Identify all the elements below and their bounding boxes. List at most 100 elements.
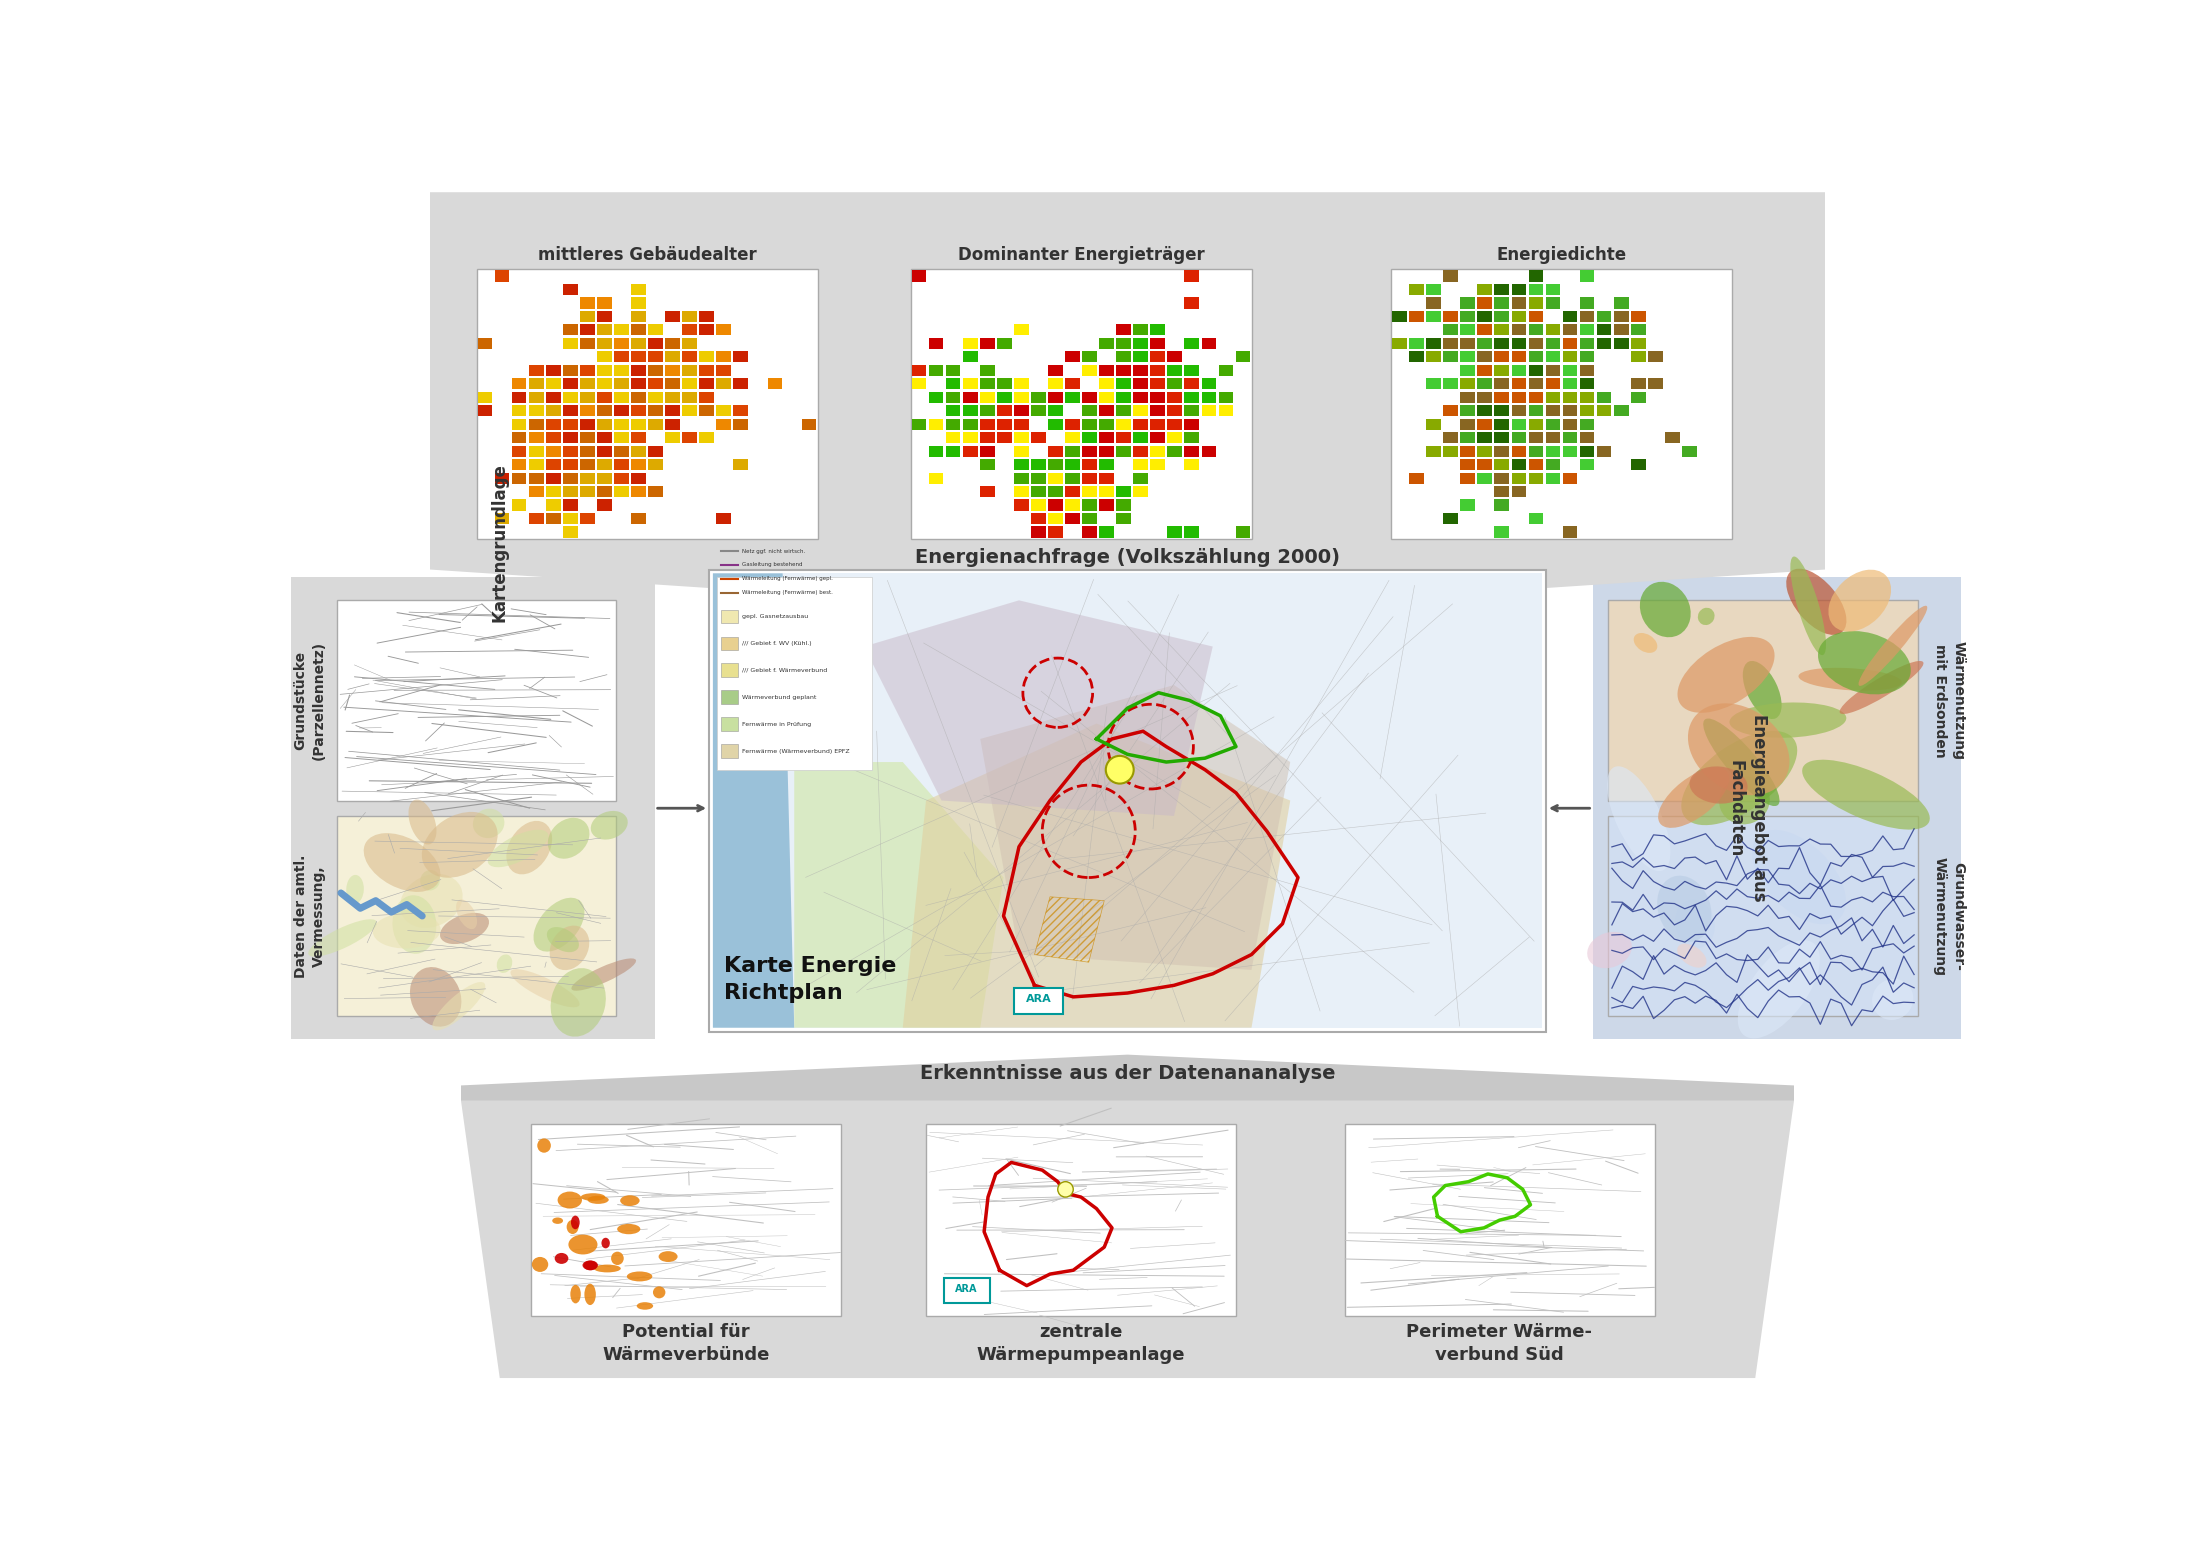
- Ellipse shape: [473, 808, 504, 838]
- Ellipse shape: [1674, 900, 1714, 948]
- FancyBboxPatch shape: [664, 311, 680, 322]
- FancyBboxPatch shape: [1014, 405, 1030, 416]
- FancyBboxPatch shape: [1511, 459, 1527, 470]
- Ellipse shape: [554, 1253, 568, 1264]
- FancyBboxPatch shape: [682, 364, 697, 375]
- FancyBboxPatch shape: [1580, 392, 1595, 403]
- Ellipse shape: [1729, 702, 1846, 738]
- FancyBboxPatch shape: [477, 338, 493, 349]
- FancyBboxPatch shape: [513, 419, 526, 430]
- FancyBboxPatch shape: [1032, 392, 1045, 403]
- FancyBboxPatch shape: [717, 324, 730, 335]
- FancyBboxPatch shape: [1410, 352, 1423, 363]
- FancyBboxPatch shape: [1047, 472, 1063, 484]
- FancyBboxPatch shape: [1494, 352, 1509, 363]
- Polygon shape: [713, 573, 794, 1028]
- Ellipse shape: [1586, 933, 1632, 968]
- FancyBboxPatch shape: [1443, 445, 1459, 456]
- FancyBboxPatch shape: [1014, 378, 1030, 389]
- FancyBboxPatch shape: [1461, 392, 1474, 403]
- FancyBboxPatch shape: [1100, 486, 1113, 497]
- FancyBboxPatch shape: [1184, 405, 1199, 416]
- Ellipse shape: [548, 926, 579, 953]
- FancyBboxPatch shape: [337, 601, 616, 800]
- FancyBboxPatch shape: [1168, 392, 1181, 403]
- FancyBboxPatch shape: [528, 486, 543, 497]
- Ellipse shape: [392, 895, 436, 954]
- FancyBboxPatch shape: [563, 324, 579, 335]
- Text: Karte Energie: Karte Energie: [724, 956, 898, 976]
- Ellipse shape: [627, 1272, 653, 1281]
- Ellipse shape: [497, 954, 513, 973]
- Ellipse shape: [1690, 766, 1747, 803]
- FancyBboxPatch shape: [1151, 378, 1166, 389]
- FancyBboxPatch shape: [997, 338, 1012, 349]
- FancyBboxPatch shape: [1478, 459, 1492, 470]
- FancyBboxPatch shape: [1410, 472, 1423, 484]
- FancyBboxPatch shape: [1065, 352, 1080, 363]
- FancyBboxPatch shape: [596, 445, 612, 456]
- FancyBboxPatch shape: [1461, 364, 1474, 375]
- FancyBboxPatch shape: [563, 378, 579, 389]
- FancyBboxPatch shape: [1426, 338, 1441, 349]
- Ellipse shape: [636, 1302, 653, 1309]
- FancyBboxPatch shape: [946, 433, 961, 444]
- FancyBboxPatch shape: [801, 419, 816, 430]
- FancyBboxPatch shape: [1236, 352, 1250, 363]
- FancyBboxPatch shape: [1461, 324, 1474, 335]
- Ellipse shape: [1606, 766, 1670, 870]
- FancyBboxPatch shape: [1597, 324, 1610, 335]
- FancyBboxPatch shape: [1494, 283, 1509, 294]
- FancyBboxPatch shape: [1547, 283, 1560, 294]
- FancyBboxPatch shape: [1133, 405, 1148, 416]
- Ellipse shape: [345, 875, 363, 903]
- Ellipse shape: [583, 1261, 598, 1271]
- FancyBboxPatch shape: [1133, 364, 1148, 375]
- FancyBboxPatch shape: [563, 392, 579, 403]
- FancyBboxPatch shape: [631, 486, 647, 497]
- Text: Fernwärme (Wärmeverbund) EPFZ: Fernwärme (Wärmeverbund) EPFZ: [741, 749, 849, 754]
- FancyBboxPatch shape: [1219, 392, 1234, 403]
- FancyBboxPatch shape: [1426, 311, 1441, 322]
- FancyBboxPatch shape: [1065, 392, 1080, 403]
- FancyBboxPatch shape: [911, 364, 926, 375]
- FancyBboxPatch shape: [1529, 324, 1542, 335]
- FancyBboxPatch shape: [1014, 459, 1030, 470]
- FancyBboxPatch shape: [1494, 526, 1509, 537]
- FancyBboxPatch shape: [614, 364, 629, 375]
- FancyBboxPatch shape: [733, 405, 748, 416]
- Ellipse shape: [1657, 875, 1712, 942]
- FancyBboxPatch shape: [1562, 352, 1577, 363]
- FancyBboxPatch shape: [1410, 283, 1423, 294]
- FancyBboxPatch shape: [631, 445, 647, 456]
- FancyBboxPatch shape: [1494, 297, 1509, 308]
- FancyBboxPatch shape: [596, 378, 612, 389]
- FancyBboxPatch shape: [1201, 405, 1217, 416]
- Ellipse shape: [431, 982, 486, 1031]
- FancyBboxPatch shape: [581, 445, 594, 456]
- FancyBboxPatch shape: [1219, 364, 1234, 375]
- FancyBboxPatch shape: [563, 364, 579, 375]
- FancyBboxPatch shape: [911, 271, 926, 282]
- FancyBboxPatch shape: [631, 352, 647, 363]
- FancyBboxPatch shape: [1597, 392, 1610, 403]
- FancyBboxPatch shape: [1494, 433, 1509, 444]
- FancyBboxPatch shape: [1562, 433, 1577, 444]
- Ellipse shape: [455, 900, 477, 930]
- FancyBboxPatch shape: [1580, 364, 1595, 375]
- Text: Energienachfrage (Volkszählung 2000): Energienachfrage (Volkszählung 2000): [915, 548, 1340, 567]
- FancyBboxPatch shape: [546, 512, 561, 525]
- FancyBboxPatch shape: [1082, 459, 1098, 470]
- FancyBboxPatch shape: [979, 378, 994, 389]
- FancyBboxPatch shape: [546, 433, 561, 444]
- Polygon shape: [462, 1054, 1793, 1101]
- FancyBboxPatch shape: [1115, 512, 1131, 525]
- FancyBboxPatch shape: [1082, 433, 1098, 444]
- Ellipse shape: [1786, 568, 1846, 635]
- Ellipse shape: [550, 968, 605, 1037]
- FancyBboxPatch shape: [614, 324, 629, 335]
- FancyBboxPatch shape: [1100, 472, 1113, 484]
- FancyBboxPatch shape: [1580, 405, 1595, 416]
- Ellipse shape: [601, 1238, 609, 1249]
- FancyBboxPatch shape: [1547, 352, 1560, 363]
